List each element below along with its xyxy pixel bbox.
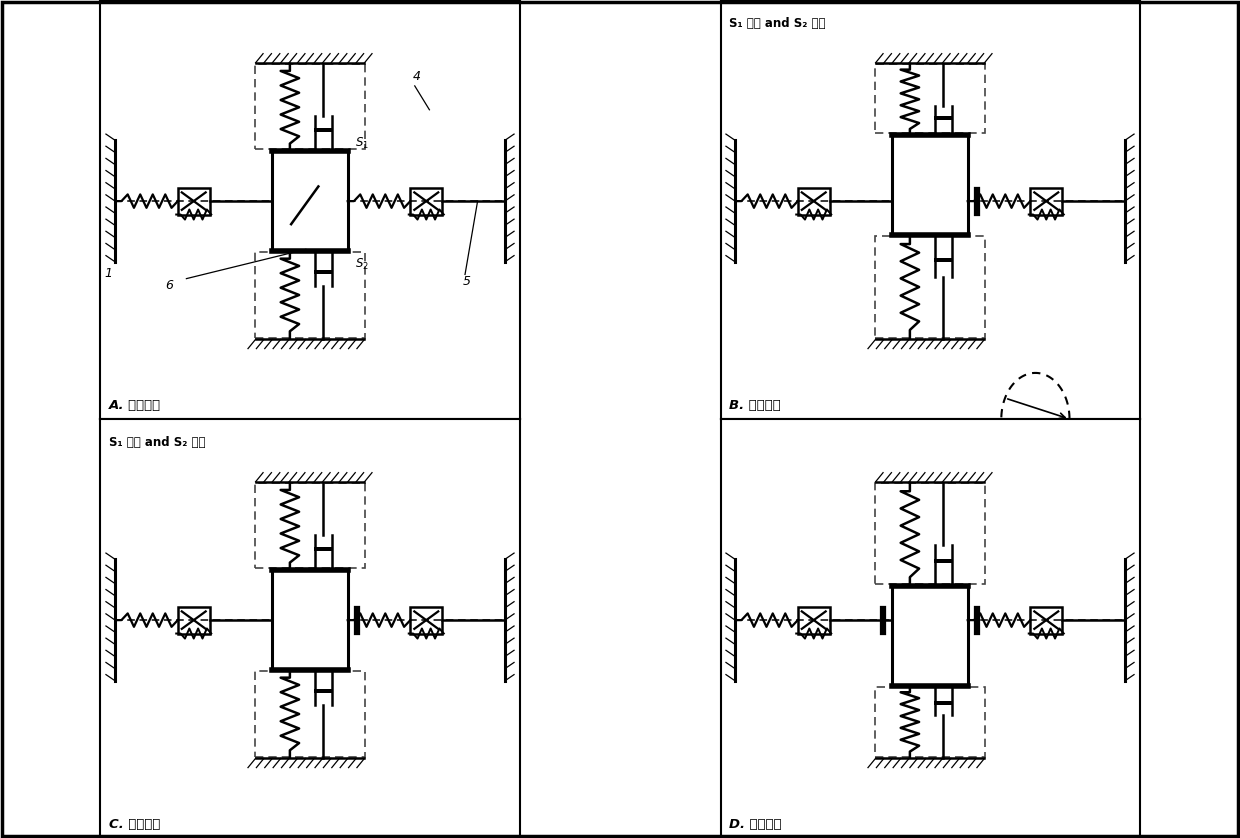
Bar — [177, 188, 210, 215]
Text: $S_1$: $S_1$ — [355, 136, 370, 151]
Bar — [874, 687, 986, 757]
Text: C. 零点位置: C. 零点位置 — [109, 818, 160, 830]
Bar — [874, 236, 986, 338]
Text: 4: 4 — [413, 70, 420, 83]
Text: D. 负极値点: D. 负极値点 — [729, 818, 781, 830]
Text: S₁ 闭合 and S₂ 断开: S₁ 闭合 and S₂ 断开 — [729, 17, 826, 30]
Text: $S_2$: $S_2$ — [355, 257, 370, 272]
Bar — [874, 483, 986, 584]
Bar — [177, 607, 210, 634]
Bar — [893, 586, 967, 686]
Bar — [254, 483, 366, 568]
Bar — [273, 151, 347, 251]
Bar — [254, 671, 366, 757]
Text: S₁ 断开 and S₂ 闭合: S₁ 断开 and S₂ 闭合 — [109, 436, 206, 449]
Text: B. 正极値点: B. 正极値点 — [729, 399, 781, 411]
Bar — [1030, 188, 1063, 215]
Bar — [874, 64, 986, 133]
Bar — [410, 607, 443, 634]
Bar — [410, 188, 443, 215]
Bar — [893, 135, 967, 235]
Text: 1: 1 — [104, 266, 113, 280]
Bar — [1030, 607, 1063, 634]
Bar — [254, 64, 366, 149]
Bar — [273, 570, 347, 670]
Text: A. 初始状态: A. 初始状态 — [109, 399, 161, 411]
Bar — [254, 252, 366, 338]
Bar — [797, 188, 830, 215]
Bar — [797, 607, 830, 634]
Text: 6: 6 — [165, 279, 174, 292]
Text: 5: 5 — [463, 275, 471, 288]
